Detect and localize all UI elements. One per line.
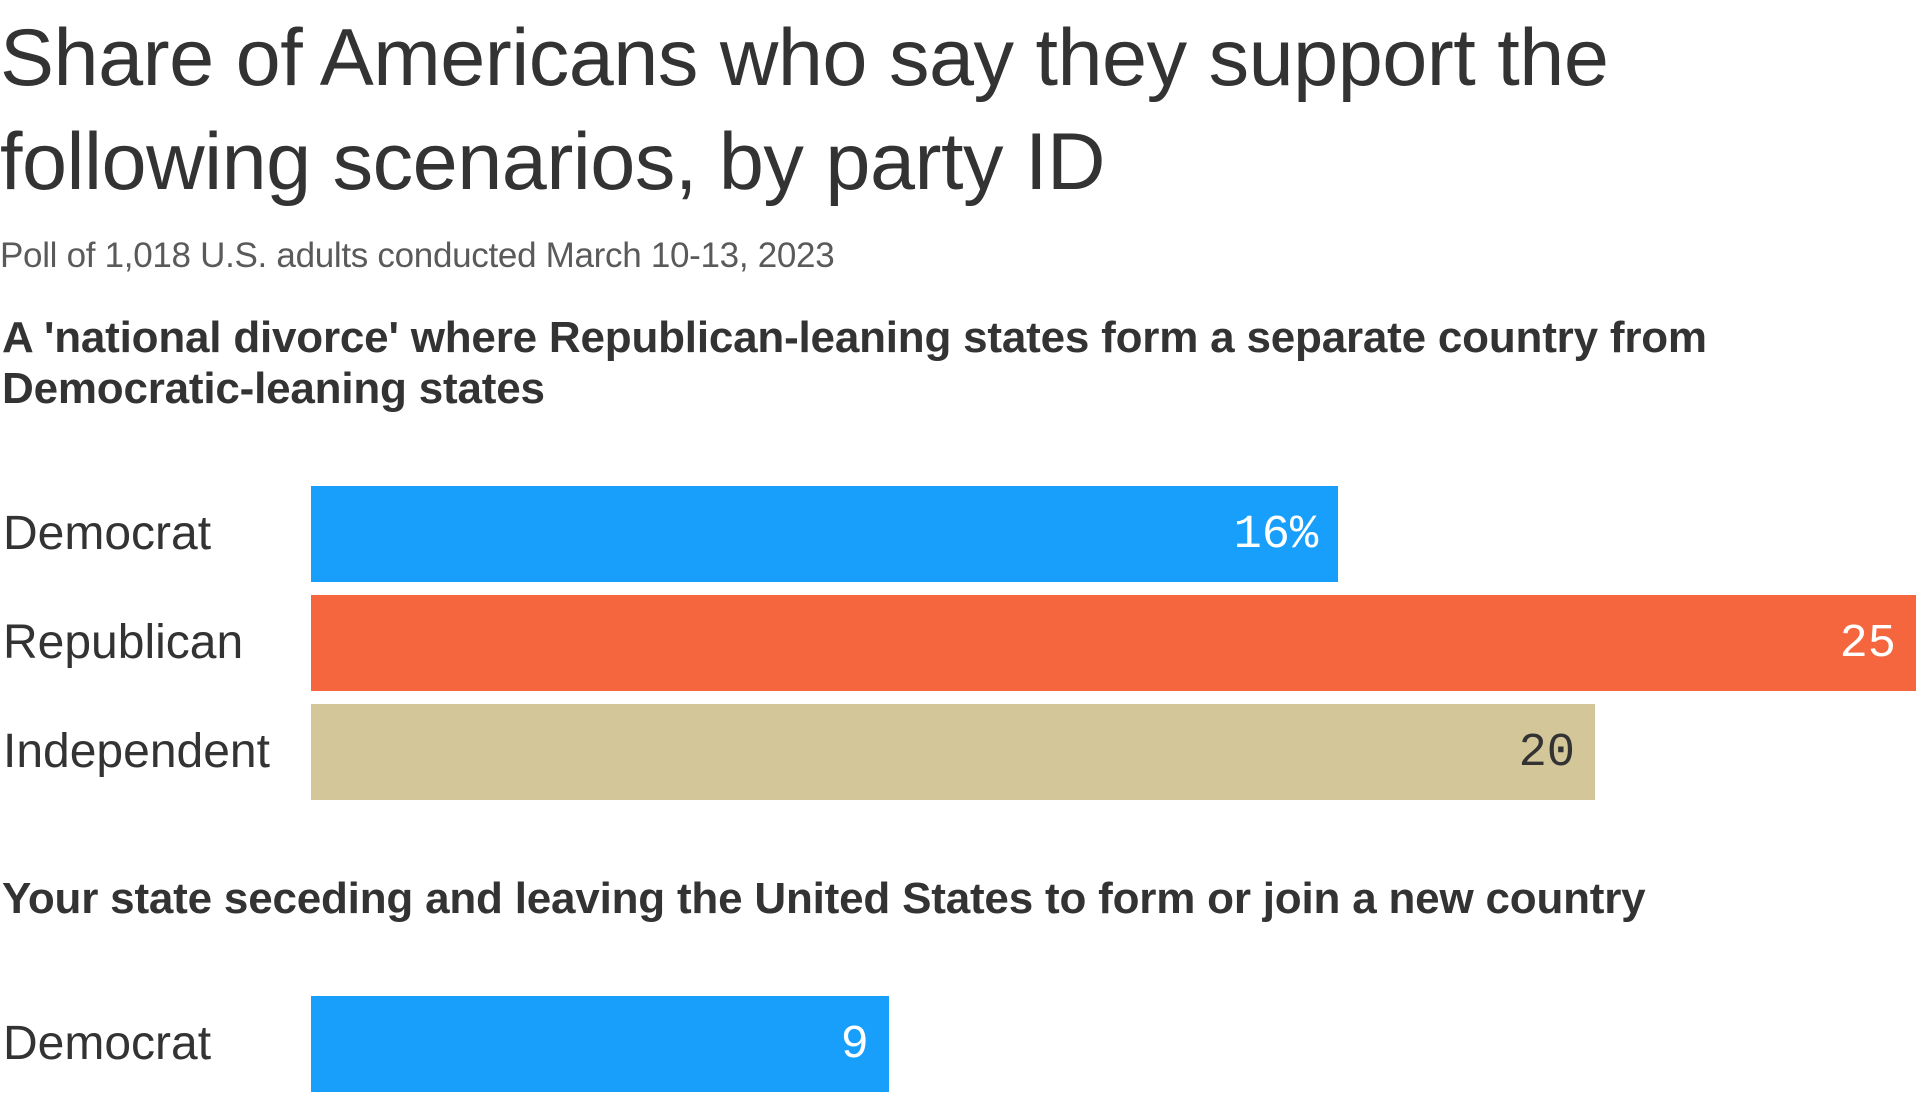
data-label-republican: 25 — [1839, 618, 1896, 671]
bar-independent: 20 — [311, 704, 1595, 800]
bar-democrat: 16% — [311, 486, 1339, 582]
category-label-republican: Republican — [3, 616, 244, 669]
bar-republican: 25 — [311, 595, 1916, 691]
data-label-independent: 20 — [1518, 727, 1575, 780]
chart-title: Share of Americans who say they support … — [0, 13, 1609, 207]
panel-title: A 'national divorce' where Republican-le… — [2, 313, 1707, 413]
panel-title: Your state seceding and leaving the Unit… — [2, 874, 1646, 923]
data-label-democrat: 9 — [840, 1019, 869, 1072]
category-label-independent: Independent — [3, 725, 270, 778]
bar-democrat: 9 — [311, 996, 889, 1092]
data-label-democrat: 16% — [1233, 509, 1319, 562]
category-label-democrat: Democrat — [3, 1017, 212, 1070]
category-label-democrat: Democrat — [3, 507, 212, 560]
chart-subtitle: Poll of 1,018 U.S. adults conducted Marc… — [0, 236, 835, 275]
